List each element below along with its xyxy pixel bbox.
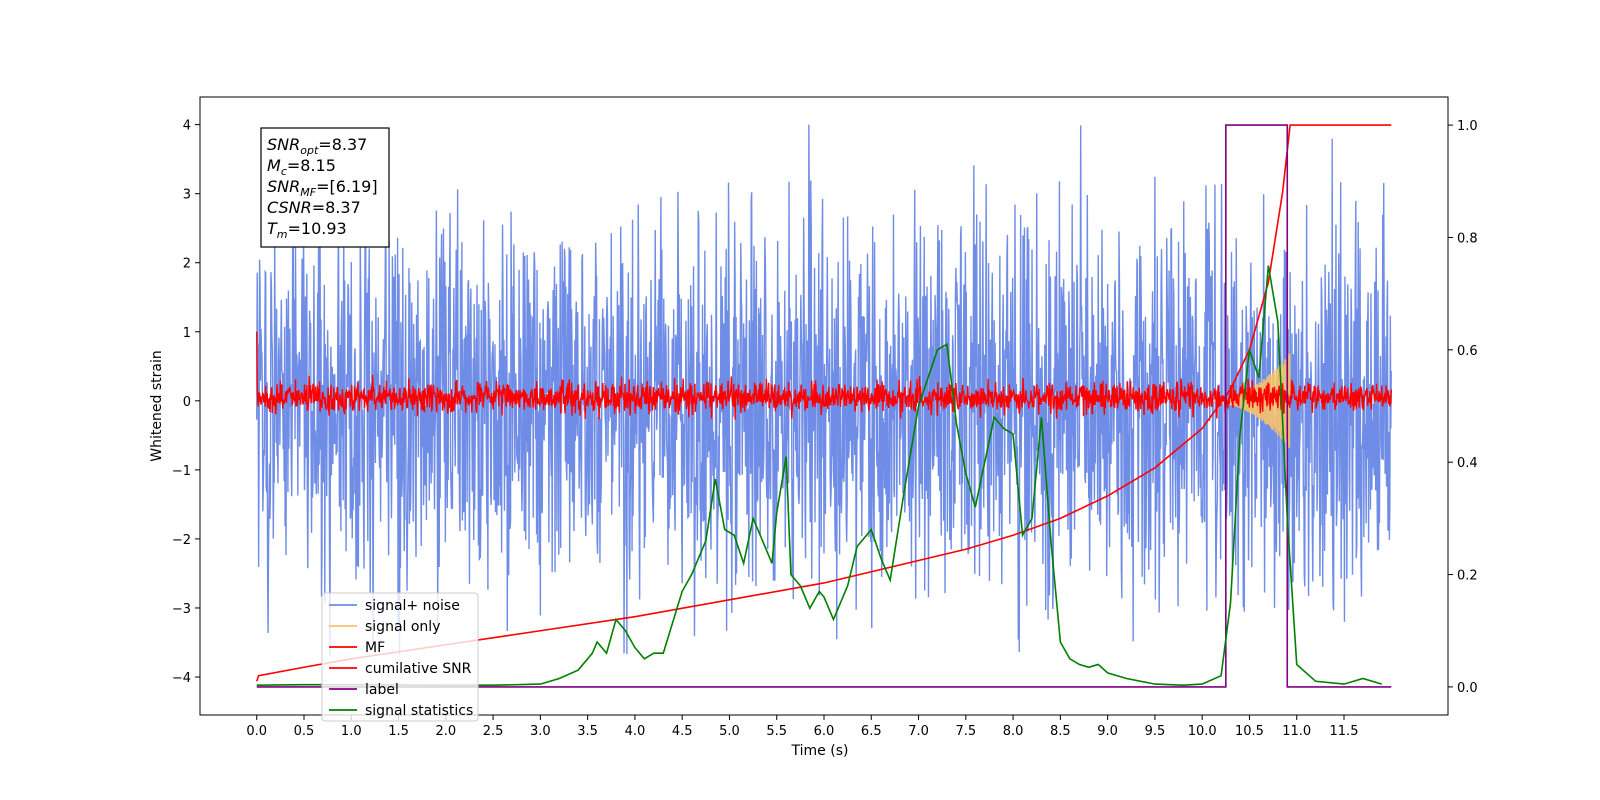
y-right-tick-label: 0.0 xyxy=(1457,681,1478,696)
annotation-subscript: c xyxy=(281,165,287,178)
x-tick-label: 2.5 xyxy=(483,724,504,739)
annotation-symbol: SNR xyxy=(267,135,300,154)
y-right-tick-label: 1.0 xyxy=(1457,119,1478,134)
x-tick-label: 4.5 xyxy=(672,724,693,739)
legend-entry-label: cumilative SNR xyxy=(365,661,472,677)
legend-entry-label: signal only xyxy=(365,619,440,635)
annotation-line: Mc=8.15 xyxy=(267,156,336,178)
annotation-value: =8.37 xyxy=(312,198,361,217)
x-tick-label: 5.5 xyxy=(766,724,787,739)
annotation-symbol: T xyxy=(267,219,278,238)
x-axis-label: Time (s) xyxy=(791,743,849,759)
y-left-tick-label: −1 xyxy=(172,464,191,479)
x-tick-label: 9.5 xyxy=(1145,724,1166,739)
series-signal-noise xyxy=(256,124,1392,657)
x-tick-label: 7.0 xyxy=(908,724,929,739)
annotation-value: =10.93 xyxy=(288,219,347,238)
annotation-value: =8.15 xyxy=(287,156,336,175)
stats-annotation-box: SNRopt=8.37Mc=8.15SNRMF=[6.19]CSNR=8.37T… xyxy=(260,127,390,248)
y-axis-left: 4 3 2 1 0 −1 −2 −3 −4 xyxy=(172,119,200,686)
legend-entry-label: label xyxy=(365,682,399,698)
x-tick-label: 8.5 xyxy=(1050,724,1071,739)
x-axis: 0.0 0.5 1.0 1.5 2.0 2.5 3.0 3.5 4.0 4.5 5.0 5.5 6.0 6… xyxy=(246,715,1358,739)
annotation-line: SNRopt=8.37 xyxy=(267,135,367,157)
y-left-tick-label: −2 xyxy=(172,533,191,548)
annotation-line: Tm=10.93 xyxy=(267,219,347,241)
y-left-tick-label: 0 xyxy=(183,395,191,410)
annotation-subscript: opt xyxy=(300,144,319,157)
annotation-symbol: SNR xyxy=(267,177,300,196)
x-tick-label: 10.5 xyxy=(1235,724,1264,739)
x-tick-label: 3.0 xyxy=(530,724,551,739)
x-tick-label: 9.0 xyxy=(1097,724,1118,739)
y-left-tick-label: 3 xyxy=(183,188,191,203)
x-tick-label: 5.0 xyxy=(719,724,740,739)
y-left-tick-label: 2 xyxy=(183,257,191,272)
x-tick-label: 1.0 xyxy=(341,724,362,739)
series-label xyxy=(256,124,1392,688)
legend-entry-label: signal statistics xyxy=(365,703,473,719)
y-axis-right: 1.0 0.8 0.6 0.4 0.2 0.0 xyxy=(1448,119,1478,696)
annotation-value: =[6.19] xyxy=(316,177,378,196)
annotation-value: =8.37 xyxy=(318,135,367,154)
legend-frame xyxy=(321,592,479,722)
y-left-tick-label: 4 xyxy=(183,119,191,134)
x-tick-label: 11.5 xyxy=(1330,724,1359,739)
annotation-line: SNRMF=[6.19] xyxy=(267,177,378,199)
y-left-tick-label: −3 xyxy=(172,602,191,617)
x-tick-label: 1.5 xyxy=(388,724,409,739)
x-tick-label: 4.0 xyxy=(625,724,646,739)
x-tick-label: 6.0 xyxy=(814,724,835,739)
y-right-tick-label: 0.6 xyxy=(1457,344,1478,359)
x-tick-label: 6.5 xyxy=(861,724,882,739)
legend-entry-label: MF xyxy=(365,640,385,656)
x-tick-label: 10.0 xyxy=(1188,724,1217,739)
annotation-frame xyxy=(260,127,390,248)
legend: signal+ noise signal only MF cumilative SNR… xyxy=(321,592,479,722)
x-tick-label: 3.5 xyxy=(577,724,598,739)
y-right-tick-label: 0.2 xyxy=(1457,569,1478,584)
y-left-tick-label: −4 xyxy=(172,671,191,686)
x-tick-label: 8.0 xyxy=(1003,724,1024,739)
y-right-tick-label: 0.4 xyxy=(1457,456,1478,471)
y-right-tick-label: 0.8 xyxy=(1457,231,1478,246)
x-tick-label: 2.0 xyxy=(435,724,456,739)
x-tick-label: 0.0 xyxy=(246,724,267,739)
series-mf xyxy=(256,331,1392,420)
x-tick-label: 7.5 xyxy=(955,724,976,739)
annotation-subscript: m xyxy=(277,228,288,241)
annotation-subscript: MF xyxy=(300,186,316,199)
annotation-line: CSNR=8.37 xyxy=(267,198,361,217)
x-tick-label: 11.0 xyxy=(1282,724,1311,739)
y-left-tick-label: 1 xyxy=(183,326,191,341)
legend-entry-label: signal+ noise xyxy=(365,598,460,614)
y-axis-label-left: Whitened strain xyxy=(149,350,165,461)
x-tick-label: 0.5 xyxy=(294,724,315,739)
series-signal-statistics xyxy=(256,265,1383,687)
annotation-symbol: CSNR xyxy=(267,198,312,217)
annotation-symbol: M xyxy=(267,156,281,175)
